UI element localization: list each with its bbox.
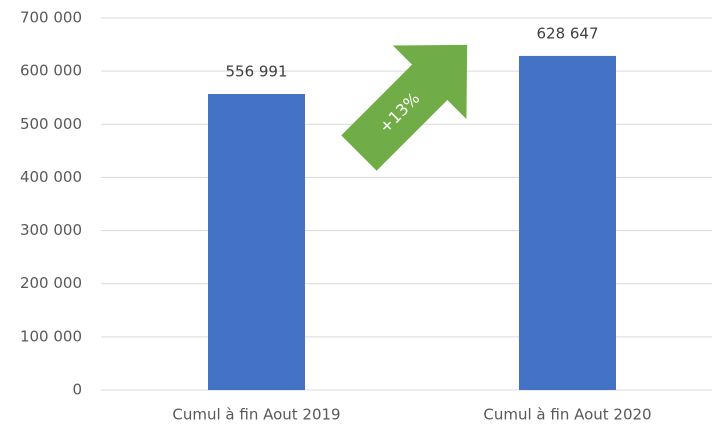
bar bbox=[519, 55, 616, 391]
x-tick-label: Cumul à fin Aout 2020 bbox=[483, 406, 651, 424]
y-tick-label: 700 000 bbox=[20, 9, 82, 27]
y-tick-label: 0 bbox=[72, 381, 82, 399]
y-tick-label: 400 000 bbox=[20, 168, 82, 186]
growth-arrow: +13% bbox=[341, 44, 468, 171]
y-tick-label: 200 000 bbox=[20, 274, 82, 292]
value-label: 628 647 bbox=[536, 24, 598, 42]
x-tick-label: Cumul à fin Aout 2019 bbox=[172, 406, 340, 424]
y-tick-label: 500 000 bbox=[20, 115, 82, 133]
arrow-shape bbox=[341, 44, 468, 171]
value-label: 556 991 bbox=[225, 62, 287, 80]
bar bbox=[208, 93, 305, 390]
y-tick-label: 100 000 bbox=[20, 327, 82, 345]
y-tick-label: 300 000 bbox=[20, 221, 82, 239]
y-tick-label: 600 000 bbox=[20, 62, 82, 80]
